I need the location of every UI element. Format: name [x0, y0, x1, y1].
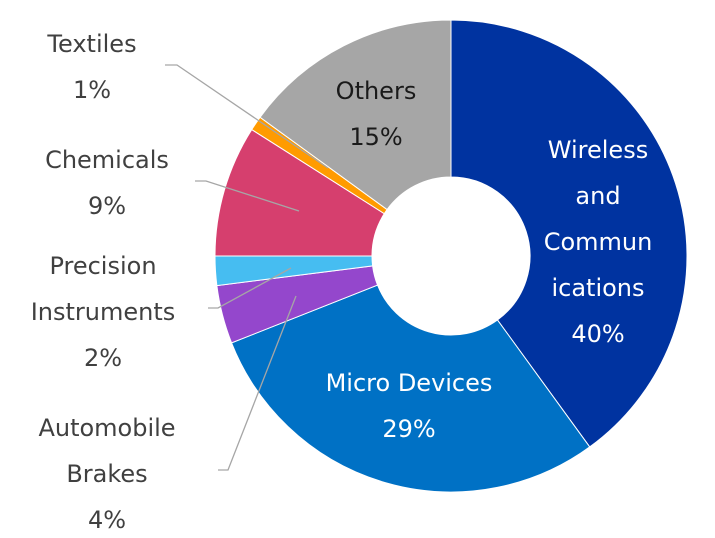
leader-line-textiles	[165, 64, 329, 169]
slice-micro-devices	[230, 284, 591, 493]
data-label-others: 15%	[349, 123, 402, 151]
slice-wireless-and-communications	[450, 19, 688, 448]
data-label-precision-instruments: 2%	[84, 344, 122, 372]
slices	[214, 19, 688, 493]
slice-others	[259, 19, 452, 211]
category-label-textiles: Textiles	[46, 30, 136, 58]
category-label-automobile-brakes: Automobile	[38, 414, 175, 442]
data-label-textiles: 1%	[73, 76, 111, 104]
category-label-wireless-and-communications: and	[575, 182, 620, 210]
data-label-chemicals: 9%	[88, 192, 126, 220]
category-label-others: Others	[336, 77, 417, 105]
category-label-precision-instruments: Precision	[49, 252, 156, 280]
labels: Wireless and Commun ications 40% Micro Device…	[31, 30, 653, 534]
category-label-wireless-and-communications: Wireless	[548, 136, 648, 164]
category-label-automobile-brakes: Brakes	[66, 460, 147, 488]
leader-line-automobile-brakes	[218, 295, 297, 471]
leader-line-chemicals	[195, 180, 300, 212]
category-label-chemicals: Chemicals	[45, 146, 169, 174]
data-label-automobile-brakes: 4%	[88, 506, 126, 534]
leader-line-precision-instruments	[208, 267, 292, 309]
category-label-micro-devices: Micro Devices	[326, 369, 493, 397]
category-label-precision-instruments: Instruments	[31, 298, 176, 326]
data-label-micro-devices: 29%	[382, 415, 435, 443]
data-label-wireless-and-communications: 40%	[571, 320, 624, 348]
category-label-wireless-and-communications: Commun	[544, 228, 653, 256]
category-label-wireless-and-communications: ications	[551, 274, 644, 302]
